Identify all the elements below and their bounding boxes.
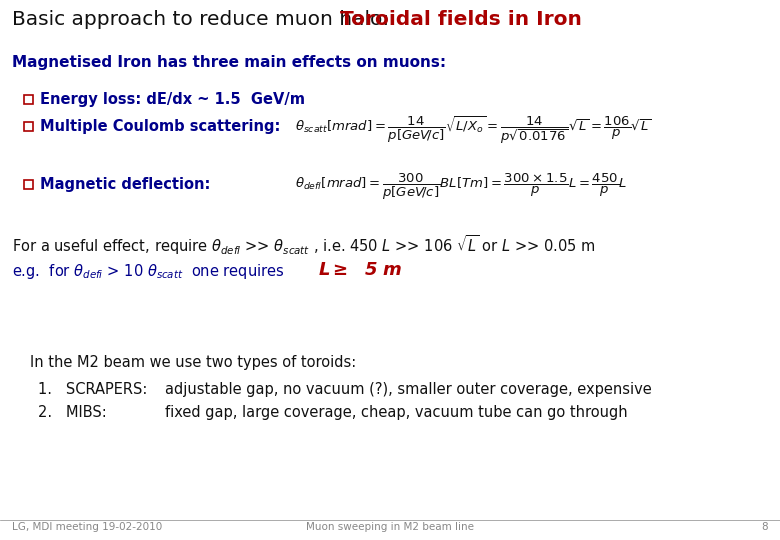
Text: Basic approach to reduce muon halo:: Basic approach to reduce muon halo: (12, 10, 395, 29)
Text: $\theta_{scatt}[mrad] = \dfrac{14}{p[GeV\!/c]}\sqrt{L/X_o} = \dfrac{14}{p\sqrt{0: $\theta_{scatt}[mrad] = \dfrac{14}{p[GeV… (295, 114, 652, 146)
Text: In the M2 beam we use two types of toroids:: In the M2 beam we use two types of toroi… (30, 355, 356, 370)
Text: Magnetic deflection:: Magnetic deflection: (40, 177, 211, 192)
Text: Muon sweeping in M2 beam line: Muon sweeping in M2 beam line (306, 522, 474, 532)
FancyBboxPatch shape (24, 180, 33, 189)
Text: For a useful effect, require $\theta_{defl}$ >> $\theta_{scatt}$ , i.e. 450 $L$ : For a useful effect, require $\theta_{de… (12, 233, 596, 257)
Text: Multiple Coulomb scattering:: Multiple Coulomb scattering: (40, 119, 280, 134)
Text: 2.   MIBS:: 2. MIBS: (38, 405, 107, 420)
Text: e.g.  for $\theta_{defi}$ > 10 $\theta_{scatt}$  one requires: e.g. for $\theta_{defi}$ > 10 $\theta_{s… (12, 262, 285, 281)
FancyBboxPatch shape (24, 122, 33, 131)
Text: LG, MDI meeting 19-02-2010: LG, MDI meeting 19-02-2010 (12, 522, 162, 532)
FancyBboxPatch shape (24, 95, 33, 104)
Text: Energy loss: dE/dx ~ 1.5  GeV/m: Energy loss: dE/dx ~ 1.5 GeV/m (40, 92, 305, 107)
Text: Toroidal fields in Iron: Toroidal fields in Iron (340, 10, 582, 29)
Text: fixed gap, large coverage, cheap, vacuum tube can go through: fixed gap, large coverage, cheap, vacuum… (165, 405, 628, 420)
Text: Magnetised Iron has three main effects on muons:: Magnetised Iron has three main effects o… (12, 55, 446, 70)
Text: $\theta_{defl}[mrad] = \dfrac{300}{p[GeV\!/c]}BL[Tm] = \dfrac{300 \times 1.5}{p}: $\theta_{defl}[mrad] = \dfrac{300}{p[GeV… (295, 172, 627, 202)
Text: 8: 8 (761, 522, 768, 532)
Text: adjustable gap, no vacuum (?), smaller outer coverage, expensive: adjustable gap, no vacuum (?), smaller o… (165, 382, 652, 397)
Text: 1.   SCRAPERS:: 1. SCRAPERS: (38, 382, 147, 397)
Text: $\bfit{L \geq}$  5 m: $\bfit{L \geq}$ 5 m (318, 261, 402, 279)
